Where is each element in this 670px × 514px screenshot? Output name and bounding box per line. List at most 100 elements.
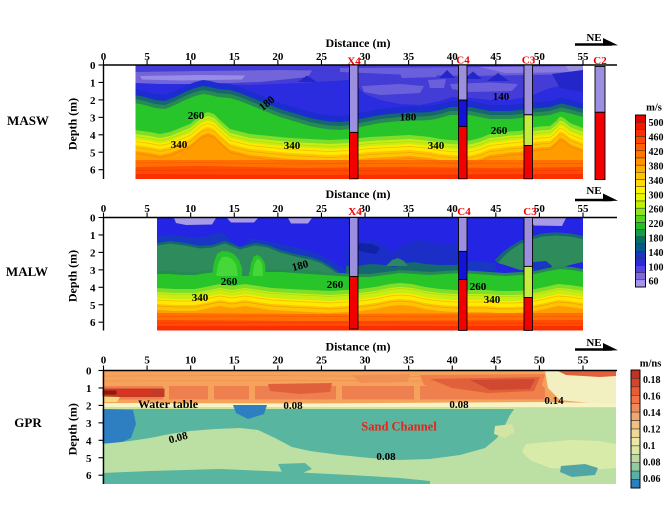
svg-text:260: 260 xyxy=(188,110,205,122)
svg-text:0.16: 0.16 xyxy=(643,392,661,403)
svg-text:MALW: MALW xyxy=(6,264,48,279)
svg-text:C4: C4 xyxy=(457,206,471,218)
svg-text:60: 60 xyxy=(649,277,659,288)
svg-text:NE: NE xyxy=(586,337,601,349)
svg-text:340: 340 xyxy=(284,140,301,152)
svg-text:55: 55 xyxy=(578,355,590,367)
svg-text:X4: X4 xyxy=(348,206,362,218)
svg-text:0.08: 0.08 xyxy=(449,399,469,411)
svg-text:260: 260 xyxy=(221,276,238,288)
svg-text:4: 4 xyxy=(90,130,96,142)
svg-text:Depth (m): Depth (m) xyxy=(66,250,80,302)
svg-text:Distance (m): Distance (m) xyxy=(326,187,391,201)
svg-text:0.06: 0.06 xyxy=(643,474,661,485)
svg-text:340: 340 xyxy=(428,140,445,152)
svg-text:C4: C4 xyxy=(456,55,470,67)
svg-text:15: 15 xyxy=(229,51,241,63)
svg-text:C3: C3 xyxy=(522,55,536,67)
svg-text:40: 40 xyxy=(447,203,459,215)
svg-text:0.14: 0.14 xyxy=(544,395,564,407)
svg-text:10: 10 xyxy=(185,203,197,215)
svg-text:2: 2 xyxy=(90,247,96,259)
svg-text:0.08: 0.08 xyxy=(643,458,661,469)
svg-text:5: 5 xyxy=(90,300,96,312)
svg-text:30: 30 xyxy=(360,355,372,367)
svg-text:5: 5 xyxy=(86,453,92,465)
svg-text:3: 3 xyxy=(90,265,96,277)
svg-text:0.12: 0.12 xyxy=(643,425,661,436)
svg-text:50: 50 xyxy=(534,203,546,215)
svg-text:420: 420 xyxy=(649,147,664,158)
svg-text:C2: C2 xyxy=(593,55,607,67)
svg-text:100: 100 xyxy=(649,262,664,273)
svg-text:260: 260 xyxy=(327,279,344,291)
svg-text:50: 50 xyxy=(534,51,546,63)
svg-text:m/s: m/s xyxy=(646,103,662,114)
svg-text:260: 260 xyxy=(649,205,664,216)
svg-text:Depth (m): Depth (m) xyxy=(66,98,80,150)
svg-text:0: 0 xyxy=(86,366,92,378)
svg-text:0: 0 xyxy=(101,355,107,367)
svg-text:5: 5 xyxy=(144,203,150,215)
svg-text:0.18: 0.18 xyxy=(643,375,661,386)
svg-text:380: 380 xyxy=(649,161,664,172)
svg-text:10: 10 xyxy=(185,355,197,367)
svg-text:50: 50 xyxy=(534,355,546,367)
svg-text:2: 2 xyxy=(90,95,96,107)
svg-text:6: 6 xyxy=(90,317,96,329)
svg-text:20: 20 xyxy=(272,51,284,63)
svg-text:Sand Channel: Sand Channel xyxy=(361,420,437,434)
svg-text:X4: X4 xyxy=(347,56,361,68)
svg-text:260: 260 xyxy=(491,125,508,137)
svg-text:20: 20 xyxy=(272,203,284,215)
svg-text:340: 340 xyxy=(171,139,188,151)
svg-text:500: 500 xyxy=(649,118,664,129)
svg-text:260: 260 xyxy=(470,281,487,293)
svg-text:0.1: 0.1 xyxy=(643,441,656,452)
svg-text:180: 180 xyxy=(649,233,664,244)
svg-text:6: 6 xyxy=(86,470,92,482)
svg-text:25: 25 xyxy=(316,355,328,367)
svg-text:30: 30 xyxy=(360,203,372,215)
svg-text:300: 300 xyxy=(649,190,664,201)
svg-text:5: 5 xyxy=(144,355,150,367)
svg-text:MASW: MASW xyxy=(7,113,49,128)
svg-text:5: 5 xyxy=(144,51,150,63)
svg-text:6: 6 xyxy=(90,165,96,177)
svg-text:10: 10 xyxy=(185,51,197,63)
svg-text:C3: C3 xyxy=(523,206,537,218)
svg-text:35: 35 xyxy=(403,355,415,367)
svg-text:140: 140 xyxy=(493,91,510,103)
svg-text:180: 180 xyxy=(400,112,417,124)
svg-text:340: 340 xyxy=(484,294,501,306)
svg-text:460: 460 xyxy=(649,133,664,144)
svg-text:0: 0 xyxy=(90,213,96,225)
svg-text:35: 35 xyxy=(403,203,415,215)
svg-text:0.08: 0.08 xyxy=(376,451,396,463)
svg-text:5: 5 xyxy=(90,147,96,159)
svg-text:0: 0 xyxy=(90,60,96,72)
svg-text:0.08: 0.08 xyxy=(283,400,303,412)
svg-text:Water table: Water table xyxy=(138,397,199,411)
svg-text:220: 220 xyxy=(649,219,664,230)
svg-text:NE: NE xyxy=(586,32,601,44)
svg-text:25: 25 xyxy=(316,51,328,63)
svg-text:20: 20 xyxy=(272,355,284,367)
svg-text:Depth (m): Depth (m) xyxy=(66,403,80,455)
svg-text:Distance (m): Distance (m) xyxy=(326,36,391,50)
svg-text:140: 140 xyxy=(649,248,664,259)
svg-text:1: 1 xyxy=(86,383,92,395)
svg-text:1: 1 xyxy=(90,230,96,242)
svg-text:4: 4 xyxy=(90,282,96,294)
svg-text:0.08: 0.08 xyxy=(167,430,189,447)
svg-text:340: 340 xyxy=(192,292,209,304)
svg-text:3: 3 xyxy=(86,418,92,430)
svg-text:0.14: 0.14 xyxy=(643,408,661,419)
svg-text:m/ns: m/ns xyxy=(640,359,662,370)
svg-text:0: 0 xyxy=(101,51,107,63)
svg-text:2: 2 xyxy=(86,400,92,412)
svg-text:4: 4 xyxy=(86,435,92,447)
svg-text:1: 1 xyxy=(90,77,96,89)
svg-text:3: 3 xyxy=(90,112,96,124)
svg-text:GPR: GPR xyxy=(14,415,42,430)
